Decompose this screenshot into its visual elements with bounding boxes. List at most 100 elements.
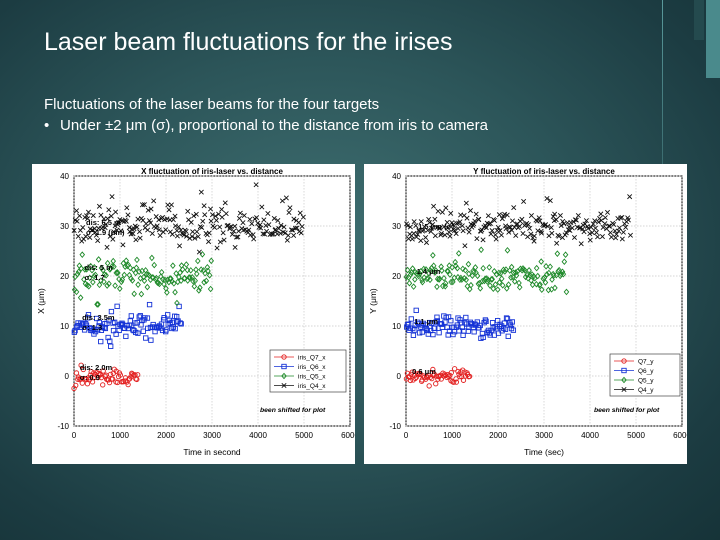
- data-point-iris-q6-x: [150, 321, 156, 328]
- data-point-iris-q5-x: [101, 278, 107, 286]
- data-point-q5-y: [465, 260, 472, 268]
- data-point-q7-y: [453, 376, 459, 382]
- data-point-iris-q4-x: [217, 224, 223, 230]
- slide-title: Laser beam fluctuations for the irises: [44, 28, 453, 56]
- data-point-iris-q6-x: [94, 315, 100, 322]
- data-point-iris-q5-x: [143, 271, 150, 278]
- data-point-q5-y: [474, 272, 481, 280]
- data-point-q4-y: [423, 234, 429, 241]
- data-point-iris-q4-x: [192, 235, 198, 241]
- data-point-iris-q5-x: [110, 257, 117, 265]
- data-point-iris-q6-x: [105, 334, 111, 341]
- data-point-iris-q4-x: [165, 202, 171, 208]
- data-point-iris-q4-x: [255, 220, 261, 226]
- data-point-iris-q4-x: [153, 214, 159, 220]
- data-point-q6-y: [450, 331, 456, 338]
- data-point-iris-q5-x: [168, 275, 174, 282]
- data-point-q4-y: [431, 203, 437, 209]
- data-point-q5-y: [430, 262, 437, 270]
- data-point-iris-q4-x: [177, 243, 183, 249]
- annotation-sigma: σ: 1.9 (μm): [86, 228, 125, 237]
- data-point-q5-y: [462, 266, 469, 274]
- y-axis-label: Y (μm): [368, 288, 378, 314]
- data-point-iris-q4-x: [172, 213, 178, 219]
- data-point-q4-y: [569, 225, 575, 231]
- data-point-q4-y: [525, 222, 531, 228]
- data-point-q4-y: [613, 235, 619, 241]
- data-point-q5-y: [409, 265, 416, 272]
- data-point-iris-q4-x: [208, 206, 214, 212]
- data-point-iris-q5-x: [183, 261, 190, 268]
- data-point-iris-q4-x: [74, 208, 80, 214]
- data-point-q5-y: [542, 279, 549, 286]
- data-point-iris-q6-x: [88, 326, 95, 332]
- data-point-q4-y: [437, 225, 443, 231]
- data-point-q5-y: [472, 264, 479, 271]
- data-point-q5-y: [498, 275, 505, 283]
- data-point-iris-q4-x: [206, 230, 212, 236]
- data-point-q4-y: [627, 194, 633, 200]
- data-point-q4-y: [549, 230, 555, 236]
- data-point-iris-q5-x: [177, 269, 183, 276]
- data-point-iris-q5-x: [86, 274, 93, 282]
- annotation-label: 0.6 μm: [412, 367, 436, 376]
- data-point-iris-q6-x: [108, 343, 114, 349]
- data-point-iris-q6-x: [148, 337, 154, 343]
- data-point-iris-q4-x: [212, 224, 218, 231]
- data-point-q4-y: [423, 240, 430, 246]
- annotation-sigma: σ: 1.3: [82, 323, 102, 332]
- data-point-q4-y: [466, 229, 472, 235]
- data-point-q7-y: [418, 372, 424, 378]
- data-point-iris-q4-x: [85, 209, 92, 215]
- data-point-q5-y: [475, 280, 482, 288]
- legend-entry: Q5_y: [638, 378, 654, 385]
- data-point-q6-y: [471, 329, 477, 335]
- data-point-q5-y: [432, 267, 439, 274]
- data-point-q4-y: [580, 226, 586, 232]
- y-tick-label: 40: [60, 172, 69, 181]
- data-point-iris-q5-x: [109, 263, 115, 270]
- data-point-iris-q4-x: [236, 215, 242, 221]
- x-tick-label: 0: [72, 431, 77, 440]
- data-point-q4-y: [553, 217, 559, 223]
- data-point-iris-q5-x: [95, 301, 101, 308]
- data-point-iris-q4-x: [116, 219, 122, 225]
- data-point-iris-q6-x: [136, 314, 142, 320]
- data-point-iris-q5-x: [117, 285, 123, 292]
- data-point-q4-y: [411, 230, 417, 236]
- data-point-q6-y: [436, 330, 442, 336]
- data-point-iris-q5-x: [179, 266, 186, 273]
- data-point-q5-y: [423, 266, 429, 273]
- y-tick-label: -10: [389, 422, 401, 431]
- bullet-text: Under ±2 μm (σ), proportional to the dis…: [60, 117, 488, 134]
- data-point-q7-y: [445, 373, 452, 379]
- data-point-q4-y: [538, 228, 544, 234]
- data-point-q4-y: [593, 229, 599, 235]
- data-point-q6-y: [480, 334, 486, 341]
- data-point-iris-q5-x: [136, 268, 142, 275]
- data-point-q5-y: [508, 263, 515, 271]
- data-point-iris-q4-x: [136, 229, 143, 235]
- data-point-q4-y: [552, 211, 558, 217]
- data-point-q5-y: [460, 265, 466, 273]
- data-point-q5-y: [516, 283, 523, 291]
- data-point-q4-y: [544, 196, 550, 202]
- data-point-q4-y: [595, 234, 601, 240]
- data-point-q5-y: [442, 283, 449, 290]
- data-point-q4-y: [504, 212, 510, 218]
- data-point-q4-y: [493, 236, 499, 242]
- data-point-iris-q5-x: [78, 265, 84, 272]
- data-point-q6-y: [448, 318, 454, 324]
- data-point-q4-y: [572, 217, 578, 223]
- data-point-q6-y: [434, 314, 440, 320]
- data-point-q4-y: [486, 221, 492, 227]
- data-point-iris-q4-x: [168, 202, 174, 208]
- data-point-iris-q4-x: [269, 231, 275, 237]
- data-point-q4-y: [607, 230, 613, 236]
- data-point-iris-q6-x: [95, 327, 101, 333]
- data-point-q5-y: [522, 273, 529, 281]
- data-point-iris-q5-x: [77, 294, 84, 301]
- data-point-q5-y: [419, 278, 426, 286]
- data-point-q4-y: [625, 217, 631, 223]
